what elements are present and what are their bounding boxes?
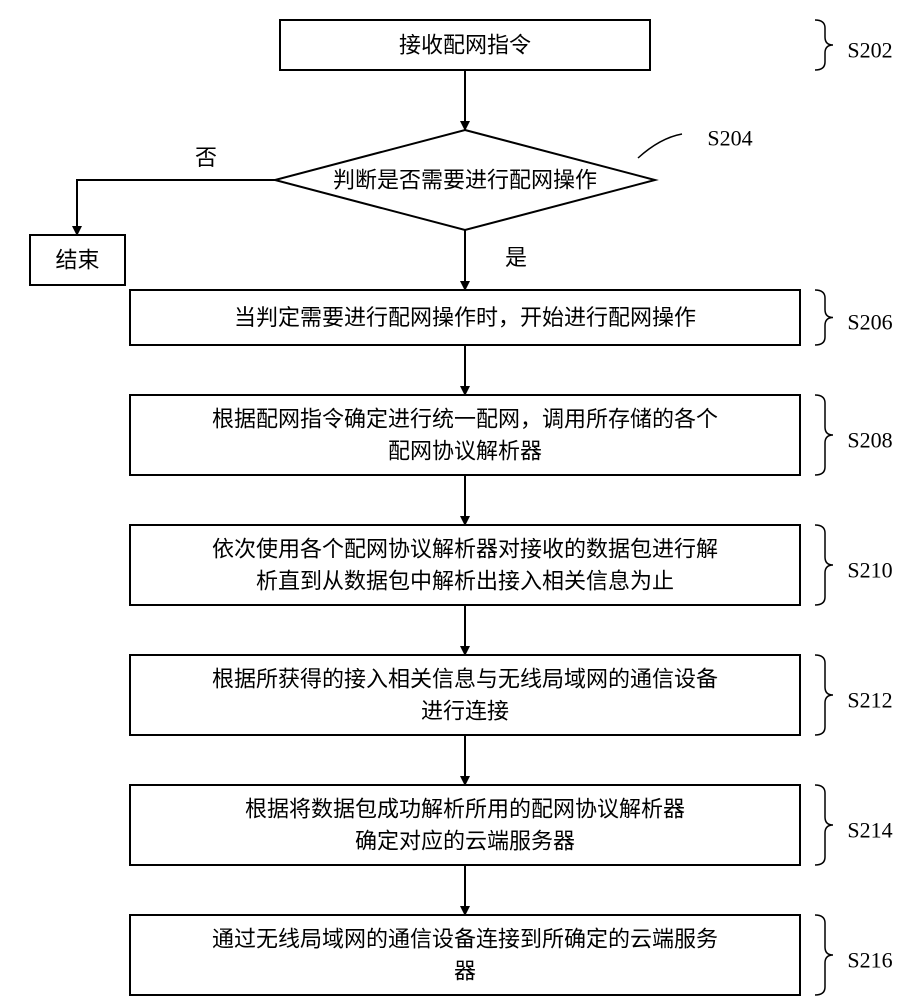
- step-bracket: [815, 20, 833, 70]
- flow-text: 进行连接: [421, 698, 509, 723]
- flow-text: 根据所获得的接入相关信息与无线局域网的通信设备: [212, 667, 718, 692]
- edge-label: 否: [195, 145, 217, 170]
- step-label: S212: [847, 688, 892, 713]
- flowchart-canvas: 否是 接收配网指令判断是否需要进行配网操作结束当判定需要进行配网操作时，开始进行配…: [0, 0, 917, 1000]
- step-label: S206: [847, 310, 892, 335]
- flow-text: 配网协议解析器: [388, 438, 542, 463]
- flow-text: 根据配网指令确定进行统一配网，调用所存储的各个: [212, 407, 718, 432]
- step-curve: [638, 134, 682, 158]
- flow-text: 当判定需要进行配网操作时，开始进行配网操作: [234, 305, 696, 330]
- step-label: S214: [847, 818, 892, 843]
- flow-text: 依次使用各个配网协议解析器对接收的数据包进行解: [212, 537, 718, 562]
- edge-label: 是: [505, 245, 527, 270]
- step-bracket: [815, 655, 833, 735]
- step-label: S216: [847, 948, 892, 973]
- flow-text: 器: [454, 958, 476, 983]
- flow-text: 析直到从数据包中解析出接入相关信息为止: [256, 568, 674, 593]
- flow-text: 根据将数据包成功解析所用的配网协议解析器: [245, 797, 685, 822]
- flow-text: 确定对应的云端服务器: [355, 828, 575, 853]
- step-bracket: [815, 525, 833, 605]
- flow-text: 结束: [55, 248, 99, 273]
- step-label: S204: [707, 126, 752, 151]
- step-bracket: [815, 915, 833, 995]
- step-label: S202: [847, 38, 892, 63]
- step-bracket: [815, 785, 833, 865]
- step-bracket: [815, 290, 833, 345]
- step-label: S210: [847, 558, 892, 583]
- step-label: S208: [847, 428, 892, 453]
- flow-text: 判断是否需要进行配网操作: [333, 168, 597, 193]
- step-bracket: [815, 395, 833, 475]
- flow-text: 接收配网指令: [399, 33, 531, 58]
- edge: [77, 180, 275, 235]
- flow-text: 通过无线局域网的通信设备连接到所确定的云端服务: [212, 927, 718, 952]
